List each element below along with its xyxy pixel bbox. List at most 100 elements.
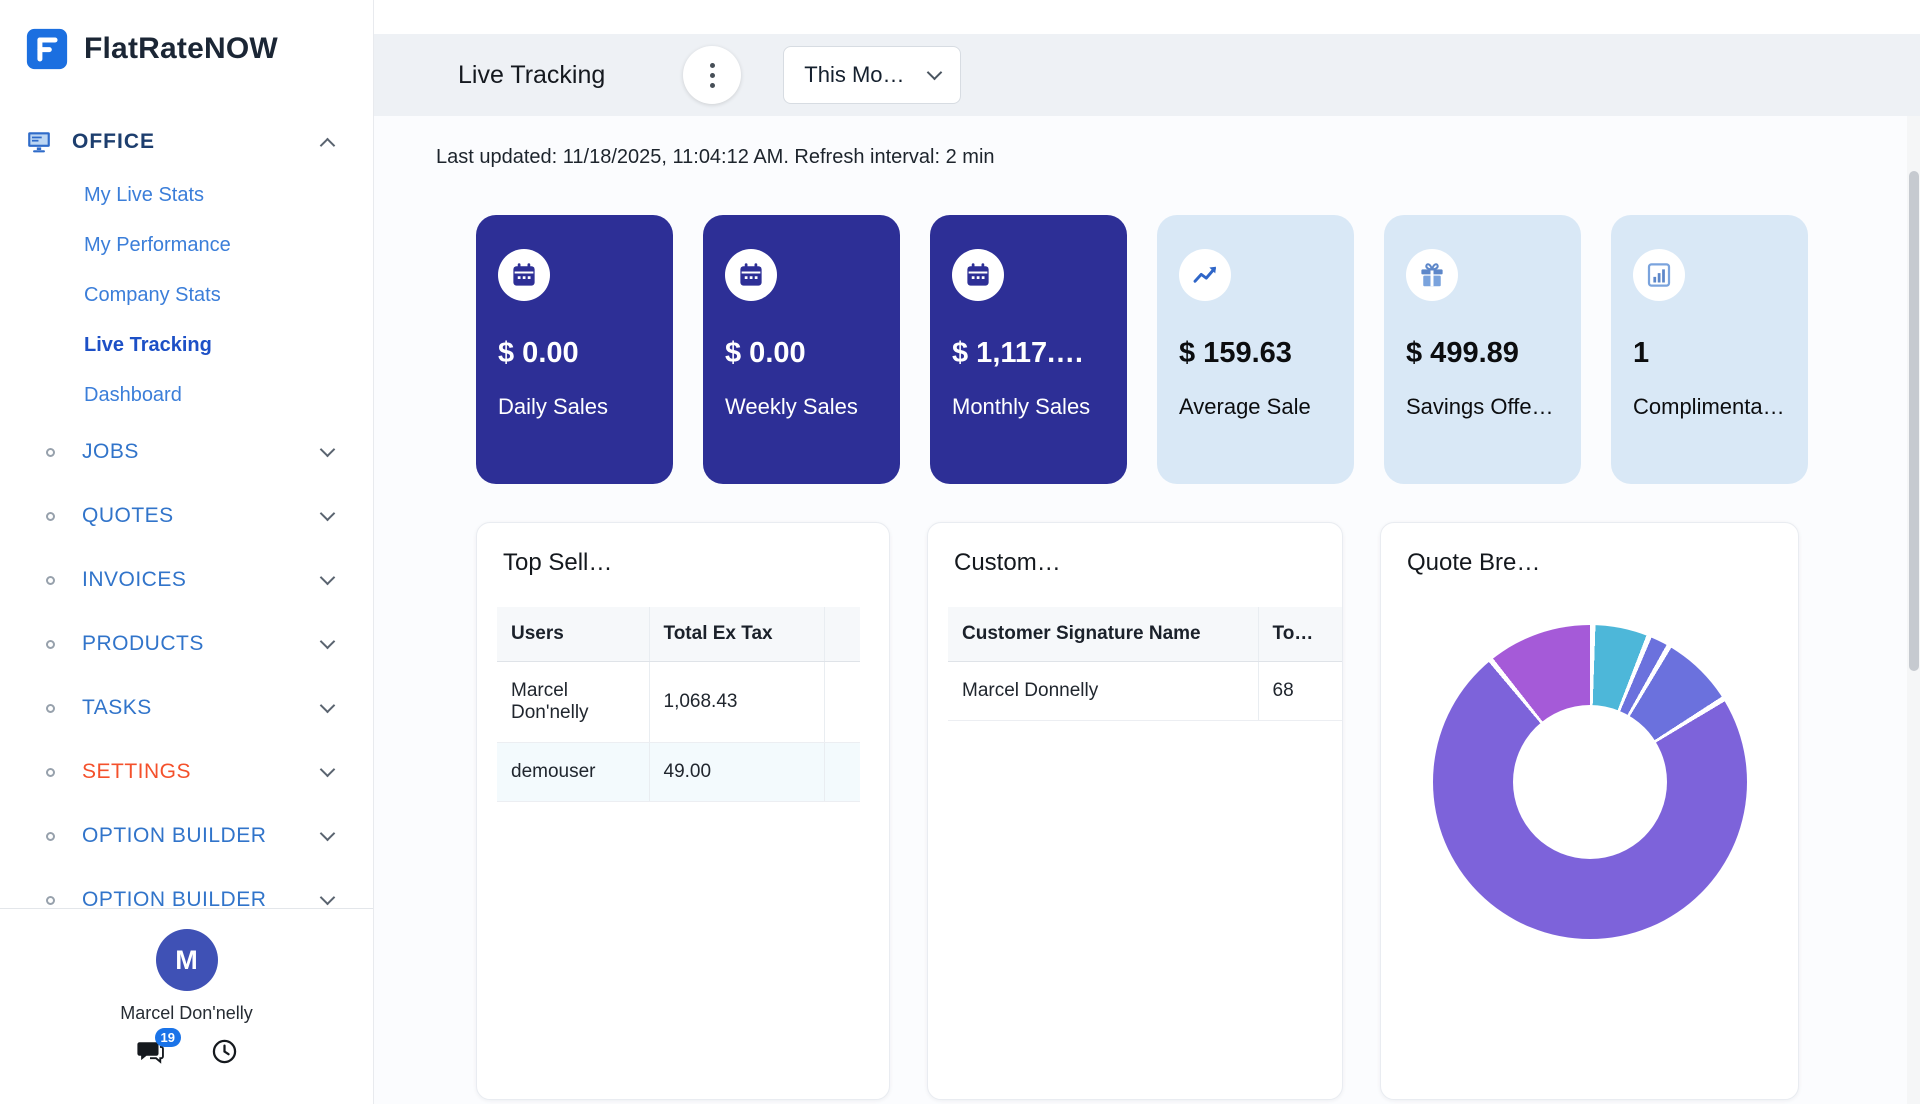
sidebar-section-label: SETTINGS: [82, 760, 192, 783]
period-select-value: This Mo…: [804, 62, 905, 87]
kebab-menu-button[interactable]: [683, 46, 742, 104]
panel-title: Custom…: [954, 549, 1061, 576]
sidebar-item-live-tracking[interactable]: Live Tracking: [0, 320, 373, 370]
chevron-down-icon: [926, 64, 942, 81]
sidebar-item-my-live-stats[interactable]: My Live Stats: [0, 170, 373, 220]
user-name: Marcel Don'nelly: [120, 1003, 253, 1023]
history-button[interactable]: [211, 1038, 238, 1070]
chevron-down-icon: [319, 697, 336, 714]
sidebar-section-label: OFFICE: [72, 130, 155, 153]
sidebar-item-dashboard[interactable]: Dashboard: [0, 370, 373, 420]
column-header-empty: [823, 607, 860, 662]
bullet-icon: [46, 767, 55, 777]
footer-icons: 19: [135, 1028, 238, 1070]
bullet-icon: [46, 895, 55, 905]
panel-title: Top Sell…: [503, 549, 613, 576]
cell-customer-name: Marcel Donnelly: [948, 661, 1258, 721]
sidebar-item-label: My Live Stats: [84, 183, 205, 206]
cell-total: 49.00: [648, 742, 824, 802]
table-row: Marcel Don'nelly 1,068.43: [497, 661, 860, 743]
column-header-total: To…: [1257, 607, 1342, 662]
sidebar-section-label: OPTION BUILDER: [82, 824, 267, 847]
sidebar-section-invoices[interactable]: INVOICES: [0, 548, 373, 612]
bullet-icon: [46, 447, 55, 457]
top-strip: [374, 0, 1920, 34]
chevron-down-icon: [319, 505, 336, 522]
calendar-icon: [952, 249, 1004, 301]
sidebar-section-option-builder-1[interactable]: OPTION BUILDER: [0, 804, 373, 868]
sidebar-section-label: INVOICES: [82, 568, 187, 591]
sidebar-section-label: TASKS: [82, 696, 152, 719]
chevron-down-icon: [319, 889, 336, 906]
gift-icon: [1406, 249, 1458, 301]
sidebar-section-label: JOBS: [82, 440, 139, 463]
bullet-icon: [46, 703, 55, 713]
sidebar-section-option-builder-2[interactable]: OPTION BUILDER: [0, 868, 373, 908]
sidebar-item-label: Company Stats: [84, 283, 221, 306]
sidebar-item-label: My Performance: [84, 233, 231, 256]
panels-row: Top Sell… Users Total Ex Tax Marcel Don'…: [476, 522, 1920, 1100]
column-header-users: Users: [497, 607, 649, 662]
sidebar-section-products[interactable]: PRODUCTS: [0, 612, 373, 676]
chevron-down-icon: [319, 633, 336, 650]
panel-title: Quote Bre…: [1407, 549, 1541, 576]
sidebar-nav: OFFICE My Live Stats My Performance Comp…: [0, 114, 373, 908]
stat-card-average-sale: $ 159.63 Average Sale: [1157, 215, 1354, 484]
kebab-icon: [709, 62, 715, 68]
sidebar-section-quotes[interactable]: QUOTES: [0, 484, 373, 548]
quote-breakdown-chart: [1432, 625, 1747, 939]
table-row: demouser 49.00: [497, 742, 860, 802]
chat-button[interactable]: 19: [135, 1028, 181, 1070]
app-title: FlatRateNOW: [84, 32, 278, 65]
flatratenow-logo-icon: [24, 26, 70, 72]
bullet-icon: [46, 639, 55, 649]
line-chart-icon: [1179, 249, 1231, 301]
stat-cards-row: $ 0.00 Daily Sales $ 0.00 Week: [476, 215, 1920, 484]
sidebar-section-jobs[interactable]: JOBS: [0, 420, 373, 484]
sidebar-item-my-performance[interactable]: My Performance: [0, 220, 373, 270]
sidebar-section-label: OPTION BUILDER: [82, 888, 267, 908]
sidebar-item-company-stats[interactable]: Company Stats: [0, 270, 373, 320]
card-label: Daily Sales: [498, 394, 609, 419]
stat-card-weekly-sales: $ 0.00 Weekly Sales: [703, 215, 900, 484]
card-value: $ 499.89: [1406, 337, 1519, 369]
stat-card-complimentary: 1 Complimenta…: [1611, 215, 1808, 484]
last-updated-text: Last updated: 11/18/2025, 11:04:12 AM. R…: [436, 146, 995, 168]
vertical-scrollbar: [1907, 116, 1920, 1104]
card-label: Average Sale: [1179, 394, 1311, 419]
chat-badge: 19: [154, 1028, 181, 1047]
chevron-down-icon: [319, 441, 336, 458]
user-avatar[interactable]: M: [155, 929, 218, 991]
scrollbar-thumb[interactable]: [1908, 171, 1919, 671]
column-header-total-ex-tax: Total Ex Tax: [648, 607, 824, 662]
table-row: Marcel Donnelly 68: [948, 661, 1342, 721]
period-select[interactable]: This Mo…: [783, 46, 961, 104]
report-icon: [1633, 249, 1685, 301]
card-value: $ 159.63: [1179, 337, 1292, 369]
stat-card-daily-sales: $ 0.00 Daily Sales: [476, 215, 673, 484]
main-content: Live Tracking This Mo… Last updated: 11/…: [374, 0, 1920, 1104]
sidebar-section-settings[interactable]: SETTINGS: [0, 740, 373, 804]
bullet-icon: [46, 575, 55, 585]
card-value: $ 1,117.…: [952, 337, 1085, 369]
customers-table: Customer Signature Name To… Marcel Donne…: [948, 607, 1342, 721]
sidebar-section-label: QUOTES: [82, 504, 174, 527]
card-value: $ 0.00: [725, 337, 806, 369]
sidebar-section-office[interactable]: OFFICE: [0, 114, 373, 170]
card-value: $ 0.00: [498, 337, 579, 369]
page-title: Live Tracking: [458, 60, 606, 89]
bullet-icon: [46, 511, 55, 521]
monitor-icon: [24, 129, 54, 155]
sidebar-section-tasks[interactable]: TASKS: [0, 676, 373, 740]
column-header-customer-signature-name: Customer Signature Name: [948, 607, 1258, 662]
chat-icon: [137, 1042, 164, 1064]
card-label: Complimenta…: [1633, 394, 1785, 419]
stat-card-monthly-sales: $ 1,117.… Monthly Sales: [930, 215, 1127, 484]
card-label: Savings Offe…: [1406, 394, 1554, 419]
sidebar-item-label: Live Tracking: [84, 333, 212, 356]
cell-user: demouser: [497, 742, 649, 802]
calendar-icon: [498, 249, 550, 301]
page-header: Live Tracking This Mo…: [374, 34, 1920, 116]
chevron-down-icon: [319, 761, 336, 778]
